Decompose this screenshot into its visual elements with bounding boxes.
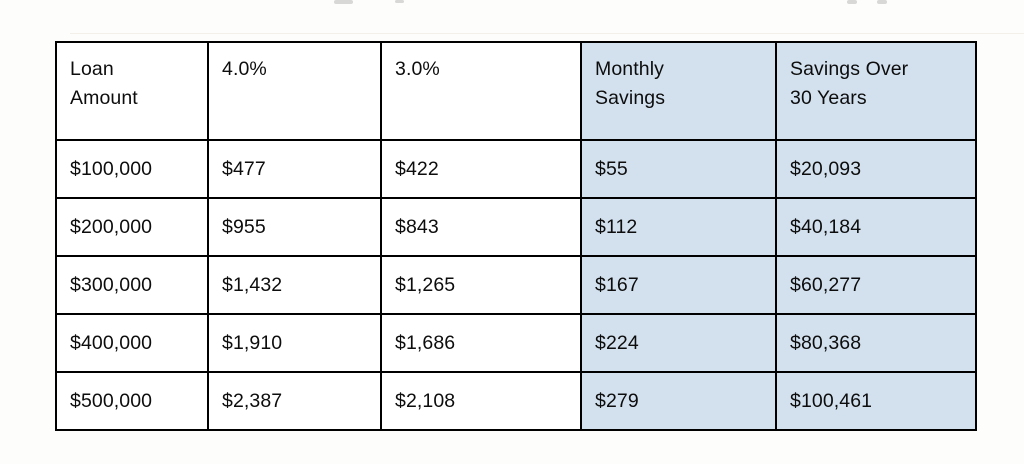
cell-payment-3pct: $1,686 bbox=[380, 313, 582, 373]
cell-payment-4pct: $1,432 bbox=[207, 255, 382, 315]
cell-payment-4pct: $1,910 bbox=[207, 313, 382, 373]
table-row: $100,000 $477 $422 $55 $20,093 bbox=[55, 139, 977, 199]
cell-loan-amount: $400,000 bbox=[55, 313, 209, 373]
cell-savings-30-years: $100,461 bbox=[775, 371, 977, 431]
cell-payment-3pct: $422 bbox=[380, 139, 582, 199]
cell-monthly-savings: $224 bbox=[580, 313, 777, 373]
cell-payment-4pct: $2,387 bbox=[207, 371, 382, 431]
clipped-text-fragment bbox=[334, 0, 353, 4]
table-row: $500,000 $2,387 $2,108 $279 $100,461 bbox=[55, 371, 977, 431]
header-row: Loan Amount 4.0% 3.0% Monthly Savings Sa… bbox=[55, 41, 977, 141]
cell-monthly-savings: $167 bbox=[580, 255, 777, 315]
cell-savings-30-years: $60,277 bbox=[775, 255, 977, 315]
header-loan-amount: Loan Amount bbox=[55, 41, 209, 141]
cell-loan-amount: $100,000 bbox=[55, 139, 209, 199]
cell-loan-amount: $500,000 bbox=[55, 371, 209, 431]
faint-horizontal-line bbox=[70, 33, 1024, 34]
table-body: $100,000 $477 $422 $55 $20,093 $200,000 … bbox=[55, 139, 977, 431]
clipped-text-fragment bbox=[877, 0, 887, 4]
cell-payment-3pct: $843 bbox=[380, 197, 582, 257]
cell-payment-4pct: $477 bbox=[207, 139, 382, 199]
cell-payment-3pct: $1,265 bbox=[380, 255, 582, 315]
clipped-text-fragment bbox=[847, 0, 857, 4]
cell-payment-4pct: $955 bbox=[207, 197, 382, 257]
cell-monthly-savings: $112 bbox=[580, 197, 777, 257]
cell-savings-30-years: $80,368 bbox=[775, 313, 977, 373]
table-header: Loan Amount 4.0% 3.0% Monthly Savings Sa… bbox=[55, 41, 977, 141]
cell-loan-amount: $300,000 bbox=[55, 255, 209, 315]
header-monthly-savings: Monthly Savings bbox=[580, 41, 777, 141]
cell-monthly-savings: $55 bbox=[580, 139, 777, 199]
cell-monthly-savings: $279 bbox=[580, 371, 777, 431]
loan-savings-table: Loan Amount 4.0% 3.0% Monthly Savings Sa… bbox=[55, 41, 977, 431]
cell-savings-30-years: $20,093 bbox=[775, 139, 977, 199]
header-rate-3-percent: 3.0% bbox=[380, 41, 582, 141]
cell-payment-3pct: $2,108 bbox=[380, 371, 582, 431]
header-rate-4-percent: 4.0% bbox=[207, 41, 382, 141]
table-row: $300,000 $1,432 $1,265 $167 $60,277 bbox=[55, 255, 977, 315]
clipped-text-fragment bbox=[395, 0, 404, 3]
table-row: $200,000 $955 $843 $112 $40,184 bbox=[55, 197, 977, 257]
table-row: $400,000 $1,910 $1,686 $224 $80,368 bbox=[55, 313, 977, 373]
header-savings-30-years: Savings Over 30 Years bbox=[775, 41, 977, 141]
cell-loan-amount: $200,000 bbox=[55, 197, 209, 257]
cell-savings-30-years: $40,184 bbox=[775, 197, 977, 257]
